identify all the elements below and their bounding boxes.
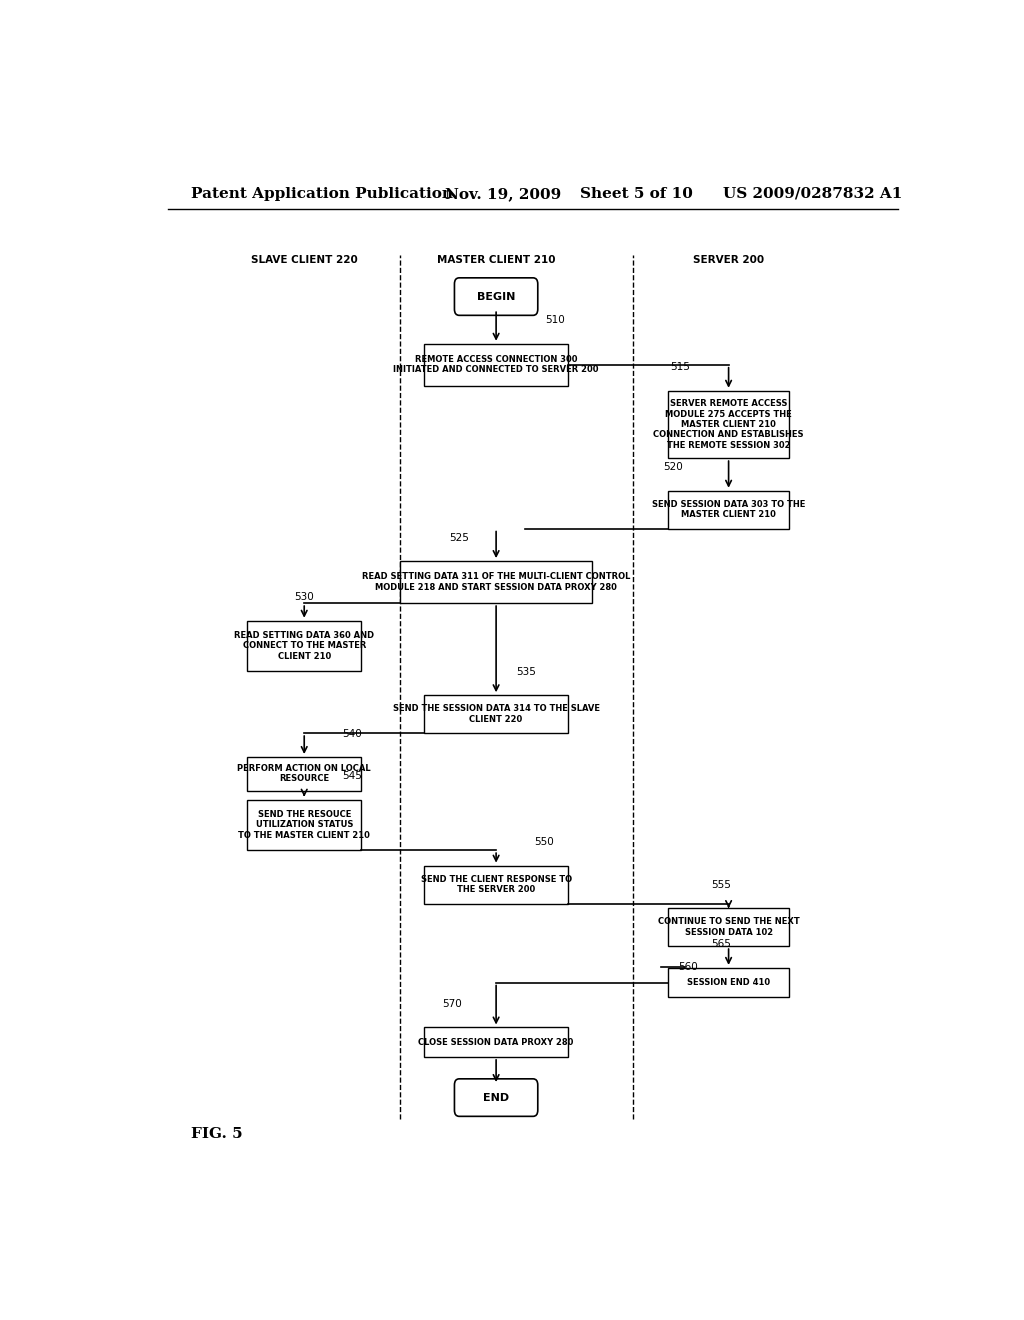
Text: SEND SESSION DATA 303 TO THE
MASTER CLIENT 210: SEND SESSION DATA 303 TO THE MASTER CLIE…: [652, 500, 805, 519]
Text: END: END: [483, 1093, 509, 1102]
Text: SERVER 200: SERVER 200: [693, 255, 764, 265]
Text: 565: 565: [712, 940, 731, 949]
Text: Patent Application Publication: Patent Application Publication: [191, 187, 454, 201]
Bar: [247, 620, 361, 672]
Bar: [668, 968, 790, 998]
Bar: [424, 1027, 568, 1057]
Bar: [668, 391, 790, 458]
Text: 510: 510: [546, 315, 565, 325]
Text: 550: 550: [535, 837, 554, 847]
Bar: [247, 800, 361, 850]
Text: SEND THE CLIENT RESPONSE TO
THE SERVER 200: SEND THE CLIENT RESPONSE TO THE SERVER 2…: [421, 875, 571, 894]
Text: 570: 570: [442, 999, 462, 1010]
Text: MASTER CLIENT 210: MASTER CLIENT 210: [437, 255, 555, 265]
Text: BEGIN: BEGIN: [477, 292, 515, 301]
Bar: [424, 343, 568, 385]
Text: 530: 530: [294, 593, 314, 602]
Text: PERFORM ACTION ON LOCAL
RESOURCE: PERFORM ACTION ON LOCAL RESOURCE: [238, 764, 371, 784]
Text: 535: 535: [516, 667, 536, 677]
Bar: [424, 866, 568, 904]
Text: 515: 515: [671, 363, 690, 372]
FancyBboxPatch shape: [455, 1078, 538, 1117]
Bar: [424, 696, 568, 733]
Text: CLOSE SESSION DATA PROXY 280: CLOSE SESSION DATA PROXY 280: [419, 1038, 573, 1047]
FancyBboxPatch shape: [455, 277, 538, 315]
Text: SERVER REMOTE ACCESS
MODULE 275 ACCEPTS THE
MASTER CLIENT 210
CONNECTION AND EST: SERVER REMOTE ACCESS MODULE 275 ACCEPTS …: [653, 399, 804, 450]
Bar: [668, 491, 790, 528]
Text: READ SETTING DATA 311 OF THE MULTI-CLIENT CONTROL
MODULE 218 AND START SESSION D: READ SETTING DATA 311 OF THE MULTI-CLIEN…: [361, 573, 631, 591]
Text: FIG. 5: FIG. 5: [191, 1127, 243, 1142]
Text: SEND THE RESOUCE
UTILIZATION STATUS
TO THE MASTER CLIENT 210: SEND THE RESOUCE UTILIZATION STATUS TO T…: [239, 810, 370, 840]
Text: 525: 525: [450, 533, 469, 543]
Text: SEND THE SESSION DATA 314 TO THE SLAVE
CLIENT 220: SEND THE SESSION DATA 314 TO THE SLAVE C…: [392, 705, 600, 723]
Text: 540: 540: [342, 729, 362, 739]
Bar: [668, 908, 790, 946]
Text: Nov. 19, 2009: Nov. 19, 2009: [445, 187, 562, 201]
Text: REMOTE ACCESS CONNECTION 300
INITIATED AND CONNECTED TO SERVER 200: REMOTE ACCESS CONNECTION 300 INITIATED A…: [393, 355, 599, 375]
Text: READ SETTING DATA 360 AND
CONNECT TO THE MASTER
CLIENT 210: READ SETTING DATA 360 AND CONNECT TO THE…: [234, 631, 375, 661]
Text: SESSION END 410: SESSION END 410: [687, 978, 770, 987]
Text: Sheet 5 of 10: Sheet 5 of 10: [581, 187, 693, 201]
Bar: [400, 561, 592, 603]
Bar: [247, 756, 361, 791]
Text: 520: 520: [664, 462, 683, 473]
Text: CONTINUE TO SEND THE NEXT
SESSION DATA 102: CONTINUE TO SEND THE NEXT SESSION DATA 1…: [657, 917, 800, 937]
Text: US 2009/0287832 A1: US 2009/0287832 A1: [723, 187, 902, 201]
Text: SLAVE CLIENT 220: SLAVE CLIENT 220: [251, 255, 357, 265]
Text: 545: 545: [342, 771, 362, 781]
Text: 560: 560: [679, 962, 698, 973]
Text: 555: 555: [712, 880, 731, 890]
